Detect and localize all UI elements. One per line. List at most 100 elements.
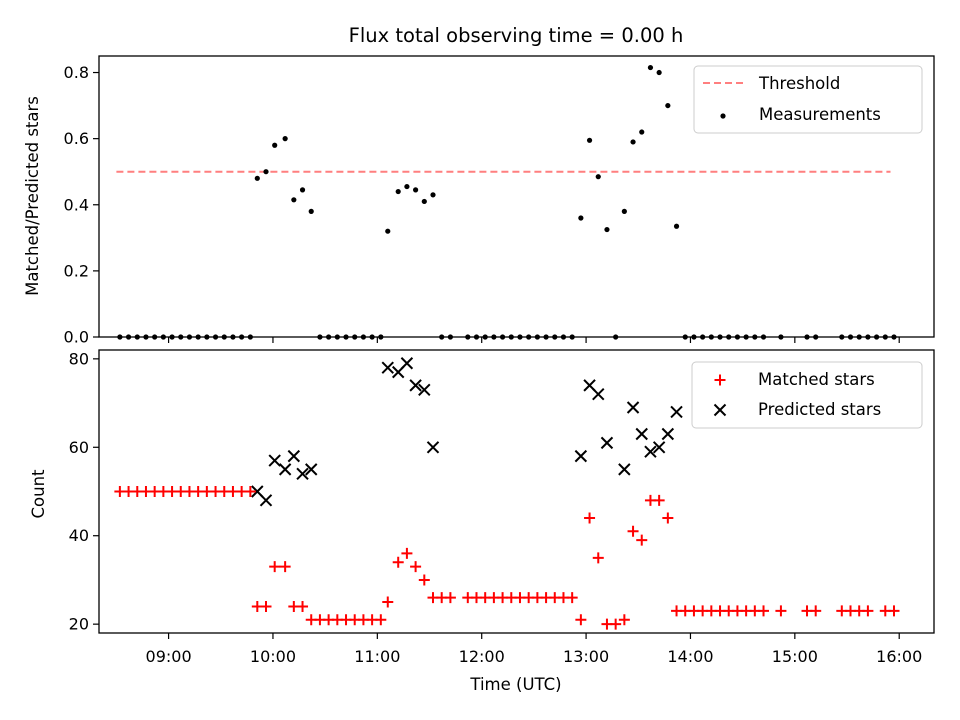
ratio-axes: 0.0 0.2 0.4 0.6 0.8 <box>64 63 900 347</box>
plot-frame <box>98 55 935 338</box>
count-axes: 20 40 60 80 09:00 10:00 11:00 12:00 13:00 14:00 15… <box>69 349 923 666</box>
measurement-point <box>404 183 410 190</box>
measurement-point <box>578 215 584 221</box>
measurement-point <box>299 187 306 193</box>
matched-point <box>566 592 578 604</box>
count-marks <box>114 357 900 630</box>
predicted-point <box>409 379 422 392</box>
x-tick-label: 16:00 <box>876 647 922 666</box>
measurement-point <box>621 208 627 214</box>
matched-point <box>810 605 822 617</box>
measurement-point <box>395 188 401 195</box>
measurement-point <box>254 175 260 181</box>
matched-point <box>392 556 404 568</box>
matched-point <box>627 525 639 537</box>
plot-frame <box>98 349 935 634</box>
matched-point <box>382 596 394 608</box>
legend-matched-label: Matched stars <box>758 370 875 389</box>
legend-plus-marker <box>714 374 726 386</box>
legend-box <box>691 361 923 429</box>
ratio-panel: Flux total observing time = 0.00 h Match… <box>23 24 935 347</box>
predicted-point <box>381 361 394 374</box>
matched-point <box>444 592 456 604</box>
legend-measurements-label: Measurements <box>759 105 881 124</box>
matched-point <box>584 512 596 524</box>
x-tick-label: 15:00 <box>772 647 818 666</box>
predicted-point <box>600 436 614 450</box>
predicted-point <box>268 454 281 467</box>
legend: Matched stars Predicted stars <box>691 361 923 429</box>
matched-point <box>653 494 665 506</box>
predicted-point <box>426 441 440 454</box>
predicted-point <box>661 427 675 441</box>
x-tick-label: 12:00 <box>459 647 505 666</box>
y-tick-label: 0.4 <box>64 195 89 214</box>
predicted-point <box>305 463 318 476</box>
y-tick-label: 20 <box>69 615 89 634</box>
legend-predicted-swatch <box>713 403 727 417</box>
matched-point <box>775 605 787 617</box>
chart-title: Flux total observing time = 0.00 h <box>349 24 684 47</box>
measurement-point <box>665 102 671 109</box>
matched-point <box>279 561 291 573</box>
measurement-point <box>282 136 288 142</box>
legend-threshold-label: Threshold <box>758 74 840 93</box>
measurement-point <box>656 69 662 76</box>
predicted-point <box>592 388 605 401</box>
predicted-point <box>670 405 683 419</box>
matched-point <box>618 614 630 626</box>
matched-point <box>269 561 281 573</box>
y-tick-label: 80 <box>69 349 89 368</box>
y-axis-label: Count <box>29 469 48 519</box>
predicted-point <box>287 449 301 463</box>
matched-point <box>662 512 674 524</box>
count-panel: Count Time (UTC) 20 40 60 80 09:00 10:00 11:00… <box>29 349 935 694</box>
matched-point <box>410 561 422 573</box>
y-tick-label: 0.6 <box>64 129 89 148</box>
legend-predicted-label: Predicted stars <box>758 400 881 419</box>
measurement-point <box>291 197 297 203</box>
y-tick-label: 0.8 <box>64 63 89 82</box>
predicted-point <box>644 445 657 458</box>
measurement-point <box>673 223 680 229</box>
predicted-point <box>400 357 414 370</box>
matched-point <box>862 605 874 617</box>
predicted-point <box>259 494 273 507</box>
y-tick-label: 0.0 <box>64 328 89 347</box>
x-tick-label: 11:00 <box>354 647 400 666</box>
measurement-point <box>595 174 601 180</box>
matched-point <box>375 614 387 626</box>
matched-point <box>610 618 622 630</box>
predicted-point <box>278 463 292 476</box>
legend-x-marker <box>713 403 727 417</box>
measurement-point <box>308 208 314 214</box>
predicted-point <box>635 427 648 441</box>
measurement-point <box>385 228 391 234</box>
matched-point <box>244 486 256 497</box>
measurement-point <box>421 198 427 205</box>
legend-measurements-swatch <box>720 113 726 119</box>
matched-point <box>592 552 604 564</box>
matched-point <box>297 600 309 612</box>
x-axis-label: Time (UTC) <box>469 675 561 694</box>
matched-point <box>418 574 430 586</box>
measurement-point <box>647 64 654 71</box>
x-tick-label: 14:00 <box>667 647 713 666</box>
measurement-point <box>430 192 436 198</box>
legend: Threshold Measurements <box>693 65 923 134</box>
legend-box <box>693 65 923 134</box>
predicted-point <box>418 383 431 397</box>
predicted-point <box>296 467 309 481</box>
y-tick-label: 40 <box>69 526 89 545</box>
y-tick-label: 60 <box>69 438 89 457</box>
predicted-point <box>574 449 588 463</box>
x-tick-label: 13:00 <box>563 647 609 666</box>
matched-point <box>758 605 770 617</box>
measurement-point <box>630 139 636 145</box>
measurement-point <box>639 129 645 135</box>
measurement-point <box>604 226 610 233</box>
y-tick-label: 0.2 <box>64 261 89 280</box>
measurement-point <box>413 187 419 193</box>
x-tick-label: 10:00 <box>250 647 296 666</box>
